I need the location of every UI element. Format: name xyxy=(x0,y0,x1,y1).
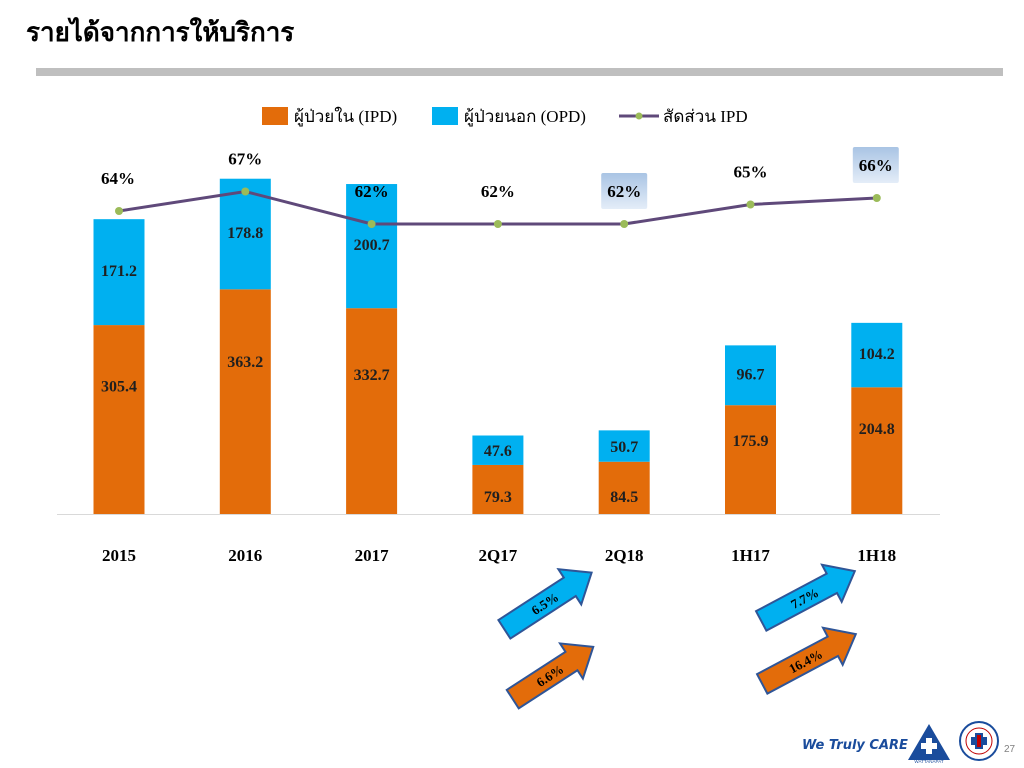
ratio-label-1H17: 65% xyxy=(734,163,768,182)
bar-ipd-2Q18 xyxy=(598,461,650,514)
ratio-label-1H18: 66% xyxy=(859,156,893,175)
bar-opd-2Q18 xyxy=(598,430,650,462)
bar-opd-2Q17 xyxy=(472,435,524,465)
data-label-ipd-2Q18: 84.5 xyxy=(610,489,638,506)
ratio-highlight-2Q18 xyxy=(601,173,648,209)
bar-ipd-2015 xyxy=(93,325,145,514)
brand-slogan: We Truly CARE xyxy=(802,738,908,753)
bar-ipd-1H17 xyxy=(725,405,776,514)
ratio-label-2Q18: 62% xyxy=(607,182,641,201)
ratio-highlight-1H18 xyxy=(852,147,899,183)
x-axis: 2015 2016 2017 2Q17 2Q18 1H17 1H18 xyxy=(57,514,940,565)
growth-arrow-opd-1h-shape xyxy=(754,563,857,632)
data-label-ipd-2017: 332.7 xyxy=(354,367,390,384)
x-tick-label-1H18: 1H18 xyxy=(857,546,896,565)
ratio-label-2Q17: 62% xyxy=(481,182,515,201)
x-tick-label-2015: 2015 xyxy=(102,546,136,565)
data-label-opd-1H18: 104.2 xyxy=(859,346,895,363)
hospital-logo-icon: WATTANAPAT xyxy=(908,724,950,764)
bar-layer: 305.4 171.2 363.2 178.8 332.7 200.7 79.3 47.6 84… xyxy=(93,178,903,514)
data-label-opd-1H17: 96.7 xyxy=(737,366,765,383)
ratio-point-2Q18 xyxy=(620,220,629,228)
legend-opd-swatch xyxy=(432,107,458,125)
x-tick-label-1H17: 1H17 xyxy=(731,546,770,565)
data-label-ipd-2Q17: 79.3 xyxy=(484,489,512,506)
hospital-logo-label: WATTANAPAT xyxy=(914,759,943,764)
ratio-label-2015: 64% xyxy=(101,169,135,188)
chart-legend: ผู้ป่วยใน (IPD) ผู้ป่วยนอก (OPD) สัดส่วน I… xyxy=(262,106,748,127)
legend-ipd-label: ผู้ป่วยใน (IPD) xyxy=(294,106,397,127)
bar-opd-1H17 xyxy=(725,345,776,406)
ratio-point-1H18 xyxy=(872,194,881,202)
page-title: รายได้จากการให้บริการ xyxy=(26,18,295,47)
x-tick-label-2017: 2017 xyxy=(355,546,390,565)
ratio-line-layer: 64% 67% 62% 62% 62% 65% 66% xyxy=(101,147,899,228)
data-label-opd-2015: 171.2 xyxy=(101,263,137,280)
bar-ipd-2Q17 xyxy=(472,464,524,514)
ratio-point-2016 xyxy=(241,187,250,196)
data-label-opd-2Q18: 50.7 xyxy=(610,439,638,456)
growth-arrow-opd-1h: 7.7% xyxy=(754,563,857,632)
data-label-opd-2Q17: 47.6 xyxy=(484,443,512,460)
growth-arrow-ipd-2q-shape xyxy=(505,642,595,710)
data-label-ipd-1H17: 175.9 xyxy=(733,433,769,450)
x-tick-label-2Q17: 2Q17 xyxy=(479,546,518,565)
bar-opd-1H18 xyxy=(851,322,903,388)
ratio-point-2017 xyxy=(367,220,376,228)
bar-ipd-1H18 xyxy=(851,387,903,514)
growth-arrow-opd-2q-shape xyxy=(497,568,593,640)
ratio-point-1H17 xyxy=(746,200,755,209)
legend-opd-label: ผู้ป่วยนอก (OPD) xyxy=(464,107,586,127)
data-label-ipd-1H18: 204.8 xyxy=(859,421,895,438)
ratio-label-2016: 67% xyxy=(228,150,262,169)
title-divider xyxy=(36,68,1003,76)
ratio-point-2015 xyxy=(115,207,123,215)
data-label-opd-2017: 200.7 xyxy=(354,237,390,254)
growth-arrow-ipd-1h-shape xyxy=(755,626,858,695)
data-label-ipd-2015: 305.4 xyxy=(101,379,137,396)
ratio-point-2Q17 xyxy=(493,220,502,228)
legend-ratio-marker xyxy=(635,112,643,120)
data-label-ipd-2016: 363.2 xyxy=(227,354,263,371)
growth-arrows: 6.5%6.6%7.7%16.4% xyxy=(497,563,858,710)
bar-opd-2017 xyxy=(346,184,398,309)
accreditation-seal-icon xyxy=(959,721,999,761)
bar-opd-2015 xyxy=(93,219,145,326)
legend-ipd-swatch xyxy=(262,107,288,125)
legend-ratio-label: สัดส่วน IPD xyxy=(663,107,748,126)
page-number: 27 xyxy=(1004,744,1016,755)
ratio-label-2017: 62% xyxy=(355,182,389,201)
growth-arrow-opd-2q: 6.5% xyxy=(497,568,593,640)
bar-ipd-2016 xyxy=(219,289,271,514)
data-label-opd-2016: 178.8 xyxy=(227,225,263,242)
x-tick-label-2Q18: 2Q18 xyxy=(605,546,644,565)
bar-ipd-2017 xyxy=(346,308,398,514)
x-tick-label-2016: 2016 xyxy=(228,546,262,565)
growth-arrow-ipd-2q: 6.6% xyxy=(505,642,595,710)
